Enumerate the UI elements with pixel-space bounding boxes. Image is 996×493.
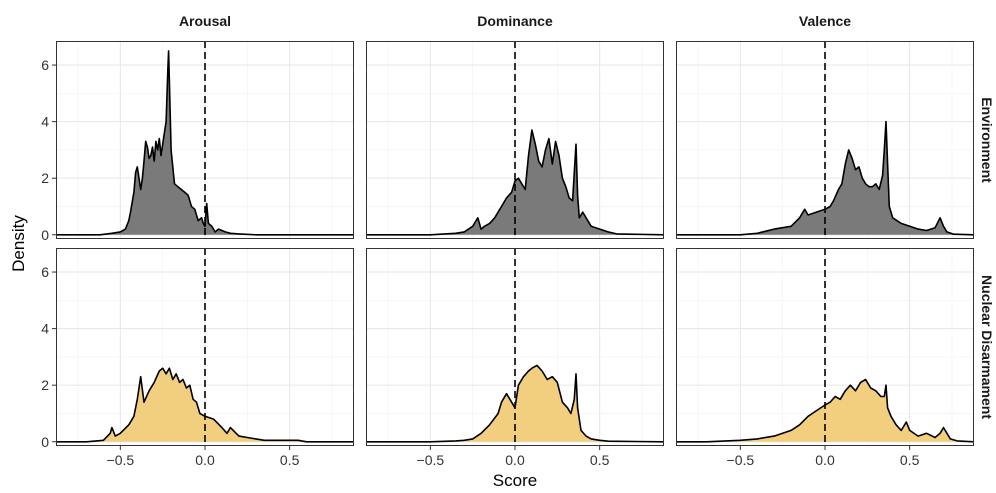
facet-row-label: Environment bbox=[979, 97, 995, 183]
y-tick-label: 2 bbox=[41, 170, 49, 186]
y-tick-label: 6 bbox=[41, 57, 49, 73]
panel-border bbox=[56, 41, 354, 239]
x-tick-label: 0.0 bbox=[505, 452, 525, 468]
x-tick-label: −0.5 bbox=[107, 452, 135, 468]
facet-grid: 0 2 4 6 0 2 4 6 −0.5 0.0 0.5 −0.5 0.0 0.5 −0.5 0.0 0.5 bbox=[41, 41, 975, 468]
x-tick-label: 0.0 bbox=[815, 452, 835, 468]
density-line bbox=[56, 50, 354, 236]
panel-border bbox=[676, 248, 974, 446]
facet-panel bbox=[56, 248, 354, 446]
x-tick-label: 0.0 bbox=[195, 452, 215, 468]
panel-border bbox=[56, 248, 354, 446]
density-line bbox=[676, 378, 975, 443]
panel-border bbox=[366, 248, 664, 446]
y-axis-title: Density bbox=[9, 215, 28, 272]
facet-column-label: Dominance bbox=[477, 13, 553, 29]
x-tick-label: 0.5 bbox=[280, 452, 300, 468]
density-line bbox=[366, 129, 665, 236]
x-tick-label: −0.5 bbox=[727, 452, 755, 468]
y-tick-label: 2 bbox=[41, 377, 49, 393]
panel-border bbox=[366, 41, 664, 239]
facet-panel bbox=[56, 41, 354, 239]
facet-column-label: Arousal bbox=[179, 13, 231, 29]
density-line bbox=[56, 367, 354, 443]
y-tick-label: 6 bbox=[41, 264, 49, 280]
x-tick-label: 0.5 bbox=[900, 452, 920, 468]
facet-panel bbox=[676, 248, 975, 446]
x-tick-label: 0.5 bbox=[590, 452, 610, 468]
y-tick-label: 0 bbox=[41, 434, 49, 450]
density-line bbox=[366, 364, 665, 443]
density-line bbox=[676, 120, 975, 236]
y-tick-label: 4 bbox=[41, 114, 49, 130]
facet-column-label: Valence bbox=[799, 13, 851, 29]
y-tick-label: 0 bbox=[41, 227, 49, 243]
facet-row-label: Nuclear Disarmament bbox=[979, 275, 995, 419]
facet-panel bbox=[366, 248, 665, 446]
x-axis-title: Score bbox=[493, 471, 537, 490]
panel-border bbox=[676, 41, 974, 239]
facet-panel bbox=[366, 41, 665, 239]
y-tick-label: 4 bbox=[41, 321, 49, 337]
x-tick-label: −0.5 bbox=[417, 452, 445, 468]
facet-panel bbox=[676, 41, 975, 239]
density-area bbox=[676, 379, 974, 442]
